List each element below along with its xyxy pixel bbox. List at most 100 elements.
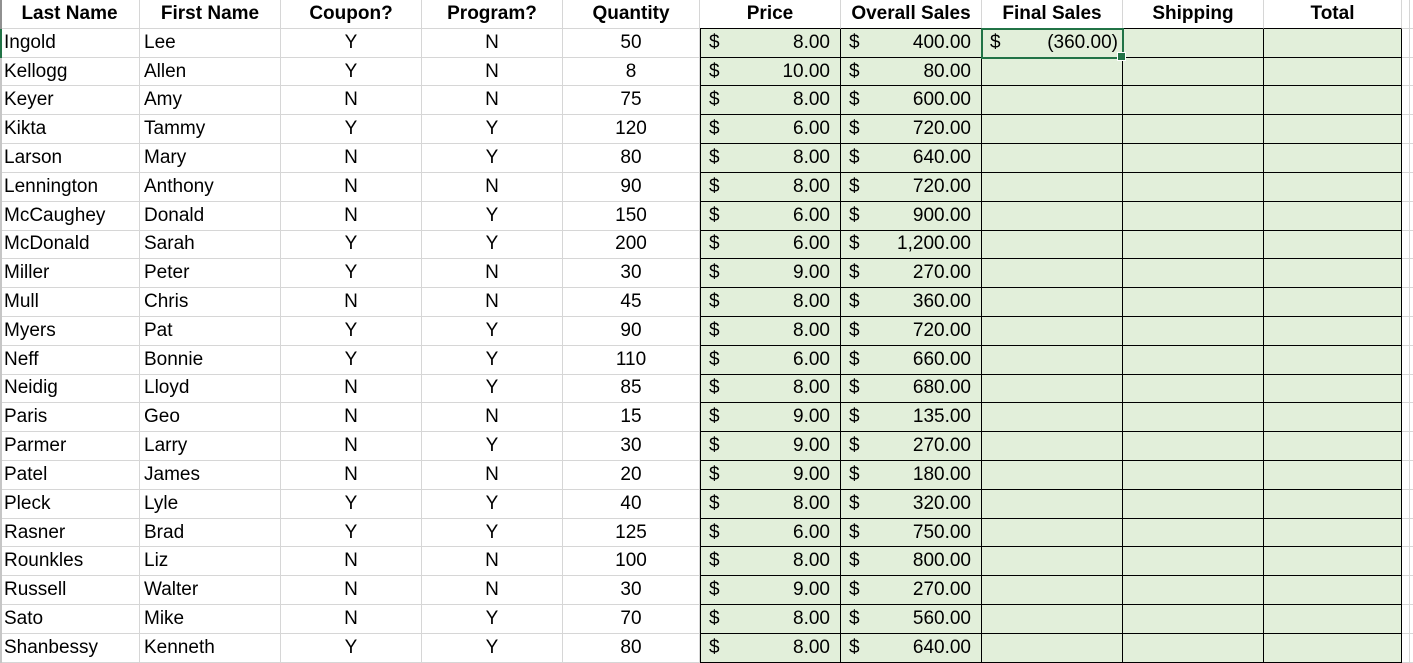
header-cell-first-name[interactable]: First Name: [140, 0, 281, 29]
cell-shipping[interactable]: [1123, 201, 1264, 231]
cell-overall-sales[interactable]: $800.00: [841, 547, 982, 577]
cell-first-name[interactable]: James: [140, 461, 281, 490]
cell-quantity[interactable]: 8: [563, 57, 700, 87]
cell-coupon[interactable]: Y: [281, 518, 422, 548]
cell-last-name[interactable]: Kikta: [0, 115, 140, 145]
cell-overall-sales[interactable]: $560.00: [841, 605, 982, 634]
cell-final-sales[interactable]: [982, 576, 1123, 606]
cell-price[interactable]: $8.00: [700, 633, 841, 663]
cell-overall-sales[interactable]: $720.00: [841, 172, 982, 202]
cell-coupon[interactable]: N: [281, 201, 422, 231]
cell-overall-sales[interactable]: $640.00: [841, 144, 982, 173]
cell-total[interactable]: [1264, 403, 1402, 433]
cell-first-name[interactable]: Liz: [140, 547, 281, 577]
cell-shipping[interactable]: [1123, 489, 1264, 519]
cell-price[interactable]: $9.00: [700, 432, 841, 461]
cell-last-name[interactable]: Pleck: [0, 489, 140, 519]
cell-final-sales[interactable]: [982, 489, 1123, 519]
cell-final-sales[interactable]: [982, 316, 1123, 346]
cell-shipping[interactable]: [1123, 403, 1264, 433]
cell-final-sales[interactable]: [982, 57, 1123, 87]
cell-total[interactable]: [1264, 345, 1402, 375]
cell-quantity[interactable]: 85: [563, 374, 700, 404]
header-cell-shipping[interactable]: Shipping: [1123, 0, 1264, 29]
cell-first-name[interactable]: Allen: [140, 57, 281, 87]
overflow-cell[interactable]: [1402, 633, 1413, 663]
cell-first-name[interactable]: Brad: [140, 518, 281, 548]
cell-program[interactable]: N: [422, 403, 563, 433]
cell-shipping[interactable]: [1123, 172, 1264, 202]
cell-coupon[interactable]: N: [281, 432, 422, 461]
cell-total[interactable]: [1264, 461, 1402, 490]
overflow-cell[interactable]: [1402, 57, 1413, 87]
cell-total[interactable]: [1264, 316, 1402, 346]
cell-last-name[interactable]: Rasner: [0, 518, 140, 548]
cell-coupon[interactable]: N: [281, 461, 422, 490]
cell-first-name[interactable]: Walter: [140, 576, 281, 606]
cell-program[interactable]: Y: [422, 633, 563, 663]
cell-last-name[interactable]: Sato: [0, 605, 140, 634]
cell-first-name[interactable]: Bonnie: [140, 345, 281, 375]
cell-program[interactable]: Y: [422, 115, 563, 145]
cell-last-name[interactable]: Patel: [0, 461, 140, 490]
header-cell-last-name[interactable]: Last Name: [0, 0, 140, 29]
header-cell-quantity[interactable]: Quantity: [563, 0, 700, 29]
cell-coupon[interactable]: N: [281, 547, 422, 577]
cell-program[interactable]: N: [422, 576, 563, 606]
cell-final-sales[interactable]: [982, 518, 1123, 548]
cell-first-name[interactable]: Anthony: [140, 172, 281, 202]
cell-first-name[interactable]: Chris: [140, 288, 281, 317]
cell-overall-sales[interactable]: $900.00: [841, 201, 982, 231]
cell-price[interactable]: $8.00: [700, 547, 841, 577]
cell-overall-sales[interactable]: $640.00: [841, 633, 982, 663]
cell-total[interactable]: [1264, 86, 1402, 116]
cell-total[interactable]: [1264, 144, 1402, 173]
cell-quantity[interactable]: 20: [563, 461, 700, 490]
cell-overall-sales[interactable]: $750.00: [841, 518, 982, 548]
overflow-cell[interactable]: [1402, 345, 1413, 375]
cell-program[interactable]: N: [422, 57, 563, 87]
cell-price[interactable]: $8.00: [700, 172, 841, 202]
cell-final-sales[interactable]: [982, 288, 1123, 317]
cell-program[interactable]: Y: [422, 230, 563, 260]
cell-last-name[interactable]: Ingold: [0, 28, 140, 58]
cell-last-name[interactable]: Miller: [0, 259, 140, 289]
cell-quantity[interactable]: 80: [563, 633, 700, 663]
overflow-cell[interactable]: [1402, 86, 1413, 116]
cell-overall-sales[interactable]: $270.00: [841, 259, 982, 289]
cell-quantity[interactable]: 150: [563, 201, 700, 231]
cell-last-name[interactable]: McCaughey: [0, 201, 140, 231]
cell-program[interactable]: Y: [422, 605, 563, 634]
cell-coupon[interactable]: Y: [281, 345, 422, 375]
cell-first-name[interactable]: Lloyd: [140, 374, 281, 404]
cell-total[interactable]: [1264, 28, 1402, 58]
header-cell-final-sales[interactable]: Final Sales: [982, 0, 1123, 29]
cell-shipping[interactable]: [1123, 518, 1264, 548]
cell-coupon[interactable]: Y: [281, 633, 422, 663]
cell-coupon[interactable]: N: [281, 576, 422, 606]
cell-overall-sales[interactable]: $400.00: [841, 28, 982, 58]
cell-final-sales[interactable]: [982, 633, 1123, 663]
cell-shipping[interactable]: [1123, 28, 1264, 58]
cell-program[interactable]: Y: [422, 374, 563, 404]
cell-final-sales[interactable]: [982, 547, 1123, 577]
cell-program[interactable]: Y: [422, 201, 563, 231]
cell-total[interactable]: [1264, 547, 1402, 577]
cell-total[interactable]: [1264, 201, 1402, 231]
cell-total[interactable]: [1264, 374, 1402, 404]
cell-overall-sales[interactable]: $360.00: [841, 288, 982, 317]
cell-first-name[interactable]: Amy: [140, 86, 281, 116]
cell-total[interactable]: [1264, 57, 1402, 87]
cell-overall-sales[interactable]: $680.00: [841, 374, 982, 404]
cell-last-name[interactable]: Neff: [0, 345, 140, 375]
cell-coupon[interactable]: N: [281, 172, 422, 202]
cell-first-name[interactable]: Mike: [140, 605, 281, 634]
cell-shipping[interactable]: [1123, 461, 1264, 490]
cell-program[interactable]: Y: [422, 345, 563, 375]
cell-overall-sales[interactable]: $270.00: [841, 432, 982, 461]
cell-overall-sales[interactable]: $660.00: [841, 345, 982, 375]
overflow-cell[interactable]: [1402, 547, 1413, 577]
cell-last-name[interactable]: Keyer: [0, 86, 140, 116]
cell-total[interactable]: [1264, 576, 1402, 606]
cell-price[interactable]: $8.00: [700, 86, 841, 116]
